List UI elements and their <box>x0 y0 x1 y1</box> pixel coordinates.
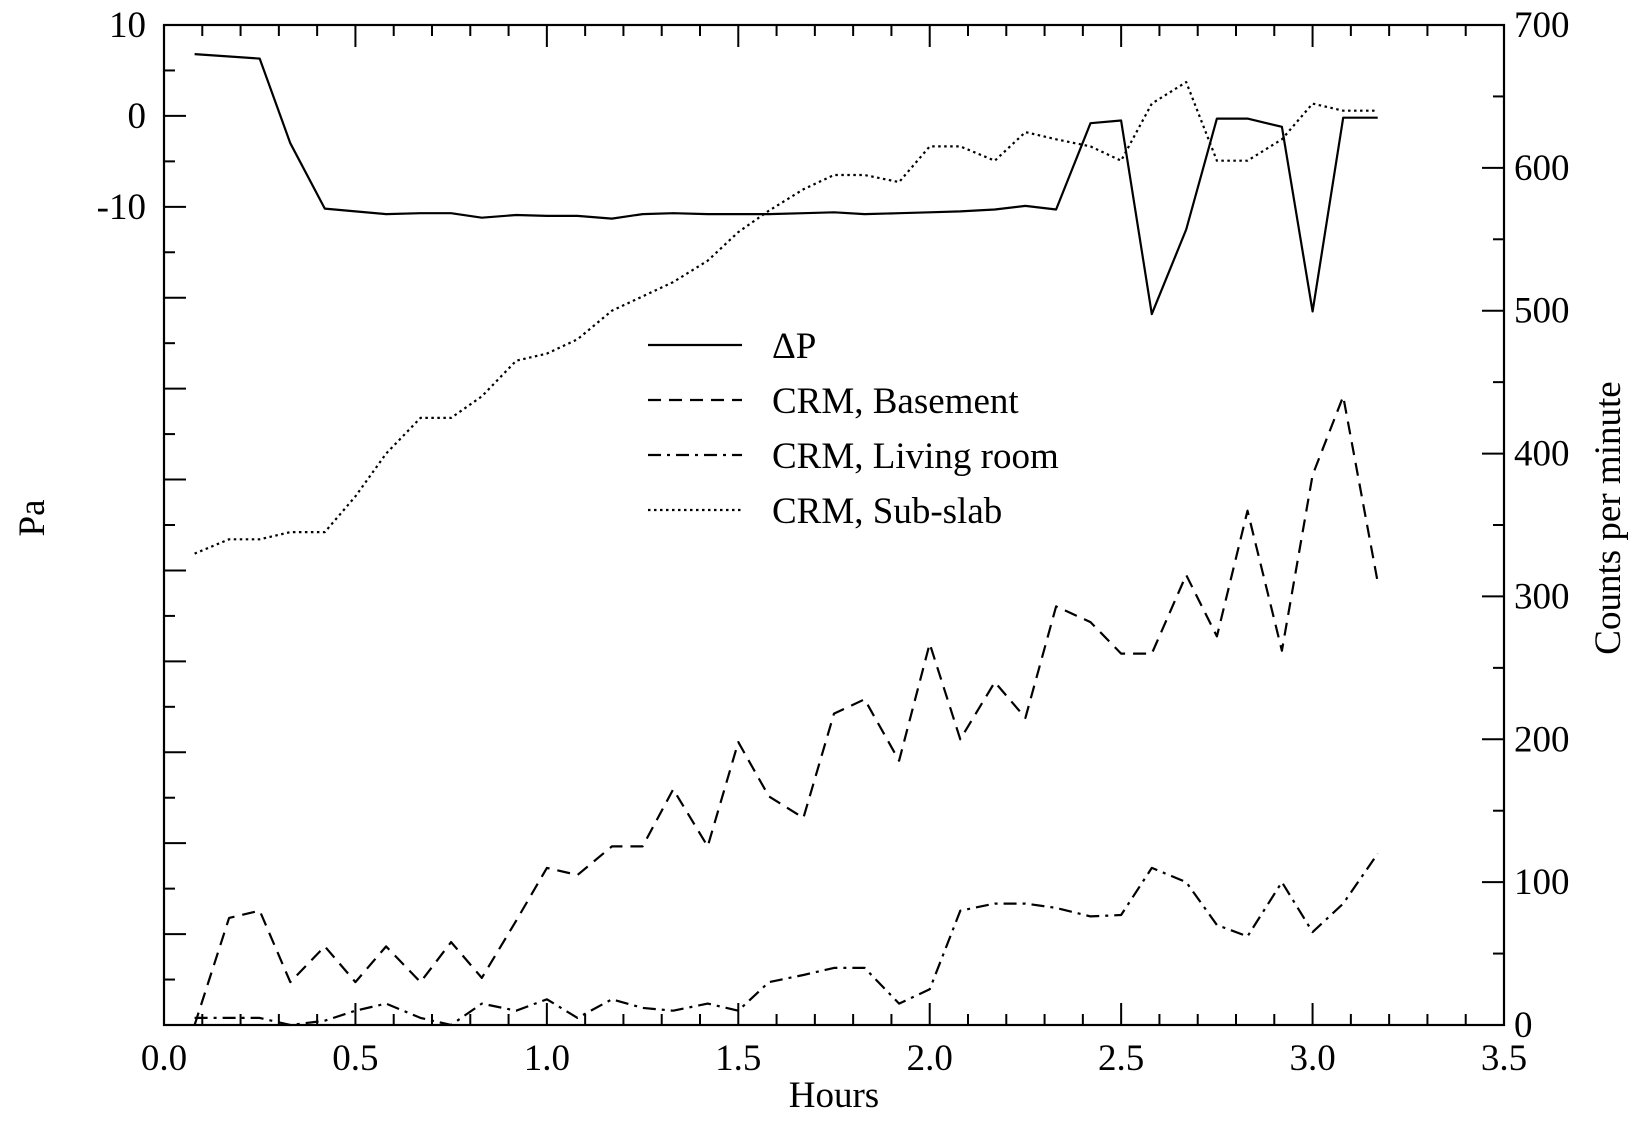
legend-label: ΔP <box>772 326 816 367</box>
tick-labels: 0.0 0.5 1.0 1.5 2.0 2.5 3.0 3.5100-100100200300… <box>97 5 1570 1079</box>
x-axis-title: Hours <box>789 1075 879 1116</box>
left-tick-label: -10 <box>97 187 146 228</box>
right-tick-label: 0 <box>1514 1005 1533 1046</box>
right-tick-label: 700 <box>1514 5 1570 46</box>
x-tick-label: 3.0 <box>1289 1038 1335 1079</box>
right-tick-label: 600 <box>1514 148 1570 189</box>
x-tick-label: 3.5 <box>1481 1038 1527 1079</box>
series-line-dotted <box>194 80 1378 555</box>
right-tick-label: 500 <box>1514 291 1570 332</box>
x-tick-label: 2.0 <box>907 1038 953 1079</box>
right-tick-label: 300 <box>1514 576 1570 617</box>
legend-label: CRM, Basement <box>772 381 1019 422</box>
right-tick-label: 200 <box>1514 719 1570 760</box>
x-tick-label: 1.0 <box>524 1038 570 1079</box>
series-line-solid <box>194 53 1378 316</box>
left-axis-title: Pa <box>12 500 53 537</box>
series-line-dashdot <box>194 852 1379 1027</box>
x-tick-label: 0.0 <box>141 1038 187 1079</box>
series-line-dashed <box>193 395 1379 1026</box>
x-tick-label: 2.5 <box>1098 1038 1144 1079</box>
right-axis-title: Counts per minute <box>1588 381 1629 654</box>
x-tick-label: 1.5 <box>715 1038 761 1079</box>
ticks <box>163 24 1505 1026</box>
left-tick-label: 0 <box>128 96 147 137</box>
right-tick-label: 100 <box>1514 862 1570 903</box>
x-tick-label: 0.5 <box>332 1038 378 1079</box>
right-tick-label: 400 <box>1514 434 1570 475</box>
legend-label: CRM, Living room <box>772 436 1059 477</box>
legend-label: CRM, Sub-slab <box>772 491 1002 532</box>
left-tick-label: 10 <box>109 5 146 46</box>
legend: ΔP CRM, Basement CRM, Living room CRM, Sub-… <box>648 326 1059 532</box>
series-lines <box>193 53 1379 1027</box>
